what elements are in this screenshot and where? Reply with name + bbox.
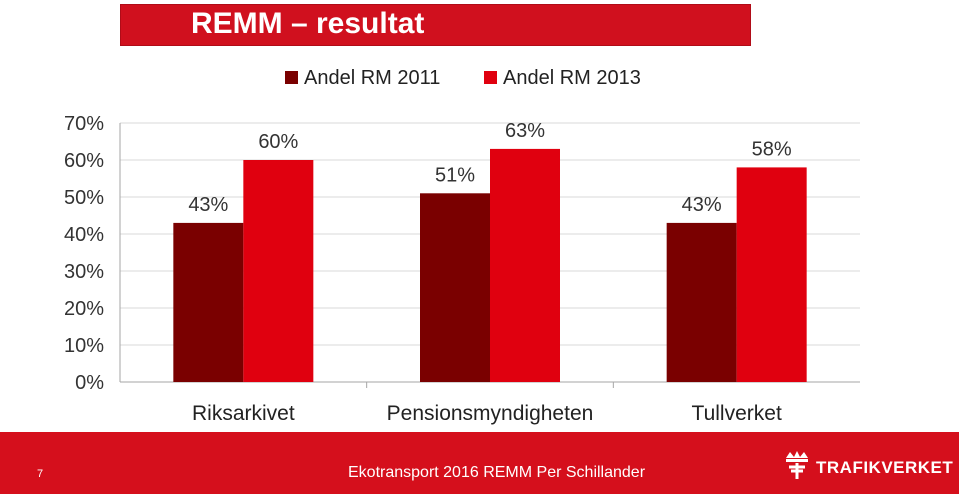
x-category-label: Pensionsmyndigheten bbox=[387, 402, 594, 425]
data-label: 63% bbox=[505, 120, 545, 142]
legend-swatch bbox=[285, 71, 298, 84]
data-label: 60% bbox=[258, 131, 298, 153]
legend-label: Andel RM 2013 bbox=[503, 67, 641, 89]
y-tick-label: 40% bbox=[64, 224, 104, 246]
bar bbox=[736, 167, 807, 382]
y-tick-label: 10% bbox=[64, 335, 104, 357]
bar bbox=[173, 222, 244, 382]
footer-text: Ekotransport 2016 REMM Per Schillander bbox=[348, 464, 646, 481]
y-tick-label: 30% bbox=[64, 261, 104, 283]
slide-number: 7 bbox=[37, 468, 44, 480]
bar bbox=[420, 193, 490, 382]
data-label: 43% bbox=[188, 194, 228, 216]
trafikverket-crown-icon bbox=[786, 451, 808, 479]
legend-swatch bbox=[484, 71, 497, 84]
data-label: 58% bbox=[752, 138, 792, 160]
x-category-label: Riksarkivet bbox=[192, 402, 295, 425]
logo-text: TRAFIKVERKET bbox=[816, 458, 954, 477]
slide-title: REMM – resultat bbox=[191, 7, 425, 40]
bar bbox=[666, 222, 737, 382]
bar bbox=[490, 148, 560, 382]
y-tick-label: 20% bbox=[64, 298, 104, 320]
data-label: 43% bbox=[682, 194, 722, 216]
y-tick-label: 50% bbox=[64, 187, 104, 209]
y-tick-label: 60% bbox=[64, 150, 104, 172]
legend-label: Andel RM 2011 bbox=[304, 67, 440, 89]
y-tick-label: 0% bbox=[75, 372, 104, 394]
y-tick-label: 70% bbox=[64, 113, 104, 135]
x-category-label: Tullverket bbox=[692, 402, 782, 425]
footer-bar: 7 Ekotransport 2016 REMM Per Schillander… bbox=[0, 432, 959, 494]
bar bbox=[243, 160, 314, 382]
data-label: 51% bbox=[435, 164, 475, 186]
bar-chart: 0% 10% 20% 30% 40% 50% 60% 70% 43% 60% Riksarkivet… bbox=[64, 67, 860, 425]
title-bar: REMM – resultat bbox=[120, 4, 751, 46]
